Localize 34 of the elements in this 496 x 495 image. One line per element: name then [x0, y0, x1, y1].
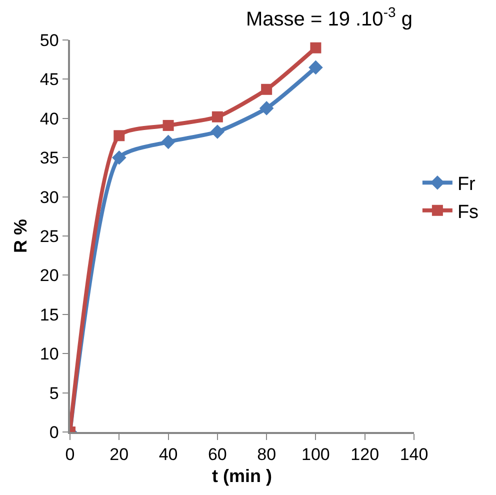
x-tick-label: 80: [257, 445, 276, 464]
y-tick-label: 5: [49, 384, 59, 403]
y-tick-label: 45: [40, 70, 59, 90]
y-tick-label: 30: [40, 188, 59, 207]
legend-label: Fr: [457, 174, 476, 196]
point: [259, 101, 274, 116]
point: [112, 150, 126, 165]
x-tick-label: 100: [302, 445, 330, 464]
x-tick-label: 120: [350, 445, 380, 464]
legend-label: Fs: [457, 202, 479, 223]
x-tick-label: 20: [110, 445, 129, 464]
point: [161, 134, 176, 150]
y-axis-title: R %: [10, 218, 31, 254]
y-tick-label: 10: [40, 344, 59, 364]
x-axis-title: t (min ): [212, 466, 272, 486]
x-tick-label: 140: [400, 445, 428, 464]
x-tick-label: 60: [208, 445, 227, 464]
point: [310, 42, 322, 54]
point: [212, 111, 223, 122]
y-tick-label: 20: [40, 266, 59, 286]
point: [261, 84, 272, 95]
y-tick-label: 15: [40, 305, 59, 324]
y-tick-label: 0: [49, 422, 59, 442]
point: [210, 124, 225, 139]
x-tick-label: 40: [158, 445, 178, 464]
x-tick-label: 0: [65, 445, 75, 464]
y-tick-label: 50: [40, 30, 59, 50]
y-tick-label: 40: [40, 109, 59, 128]
y-tick-label: 35: [40, 148, 59, 168]
point: [308, 60, 323, 75]
y-tick-label: 25: [40, 226, 59, 246]
text: Masse = 19 .10$^{-3}$ g: [246, 4, 412, 30]
point: [162, 120, 174, 131]
point: [114, 130, 125, 142]
